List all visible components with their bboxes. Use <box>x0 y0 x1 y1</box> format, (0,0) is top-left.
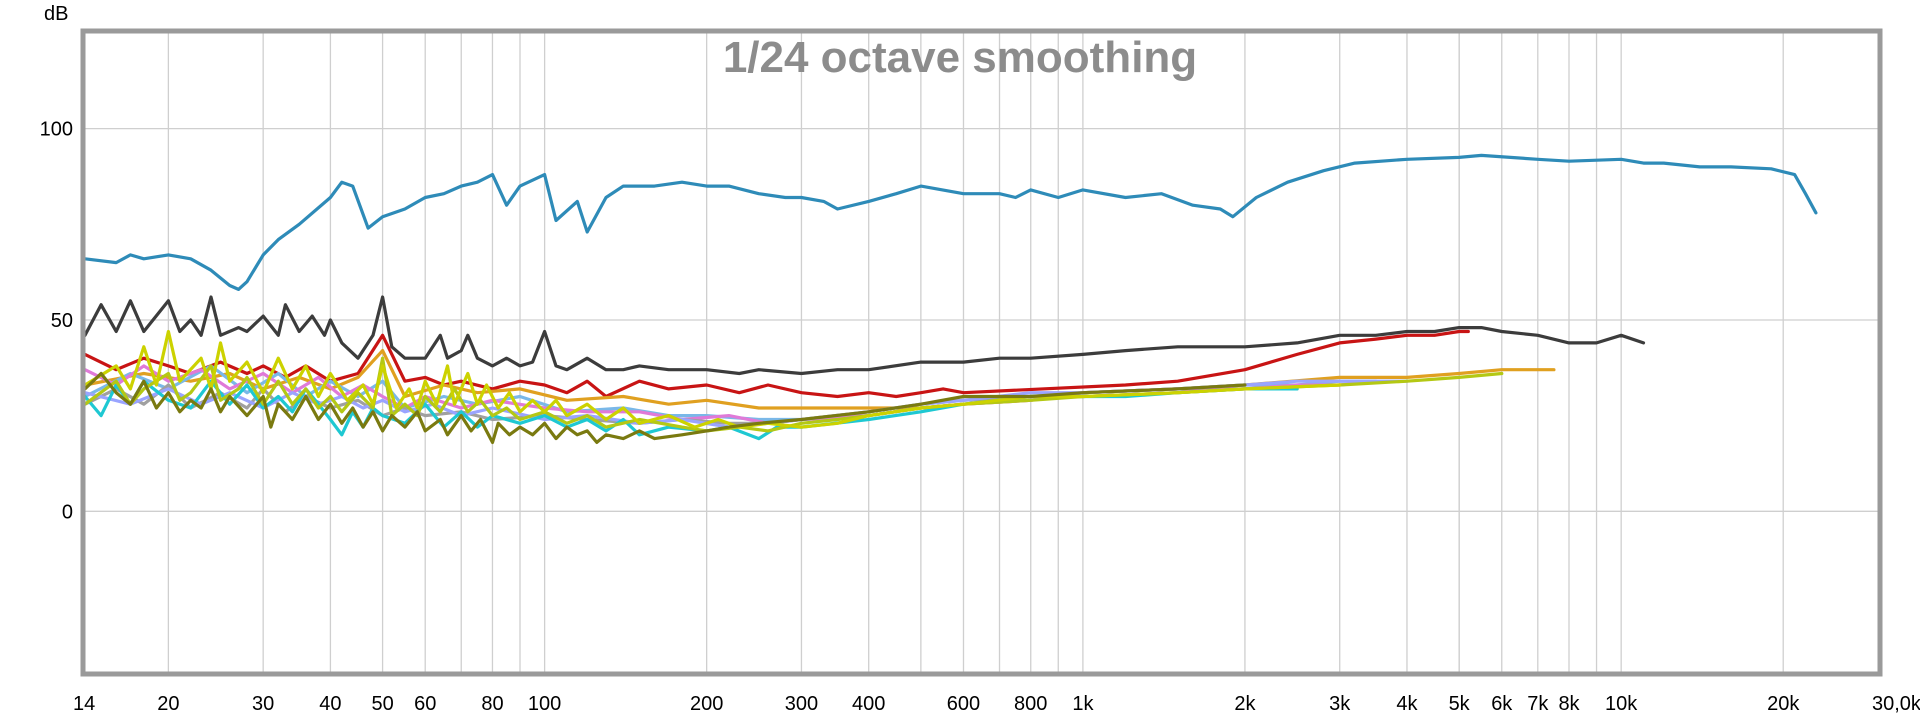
x-tick-label: 30,0k Hz <box>1872 693 1920 715</box>
y-axis-label: dB <box>44 3 68 25</box>
series-line <box>83 295 1646 376</box>
x-tick-label: 20k <box>1767 693 1800 715</box>
series-layer <box>83 153 1818 444</box>
x-tick-label: 80 <box>481 693 503 715</box>
x-tick-label: 3k <box>1329 693 1351 715</box>
y-tick-label: 0 <box>62 501 73 523</box>
series-line <box>83 329 1342 429</box>
x-tick-label: 5k <box>1449 693 1471 715</box>
series-line <box>83 371 1247 444</box>
x-tick-label: 40 <box>319 693 341 715</box>
y-tick-labels: 100 50 0 <box>40 119 73 524</box>
x-tick-labels: 14 20 30 40 50 60 80 100 200 300 400 600 800 1k 2k 3k 4k… <box>73 693 1920 715</box>
x-tick-label: 30 <box>252 693 274 715</box>
x-tick-label: 800 <box>1014 693 1047 715</box>
x-tick-label: 8k <box>1558 693 1580 715</box>
x-tick-label: 4k <box>1396 693 1418 715</box>
x-tick-label: 600 <box>947 693 980 715</box>
series-line <box>83 153 1818 291</box>
x-tick-label: 10k <box>1605 693 1638 715</box>
series-line <box>83 379 1299 441</box>
x-tick-label: 14 <box>73 693 95 715</box>
grid <box>85 33 1878 672</box>
x-tick-label: 6k <box>1491 693 1513 715</box>
x-tick-label: 7k <box>1527 693 1549 715</box>
plot-frame <box>80 28 1883 677</box>
x-tick-label: 400 <box>852 693 885 715</box>
x-tick-label: 60 <box>414 693 436 715</box>
y-tick-label: 100 <box>40 119 73 141</box>
x-tick-label: 200 <box>690 693 723 715</box>
chart-title: 1/24 octave smoothing <box>723 33 1197 82</box>
x-tick-label: 100 <box>528 693 561 715</box>
x-tick-label: 20 <box>157 693 179 715</box>
x-tick-label: 50 <box>371 693 393 715</box>
x-tick-label: 1k <box>1072 693 1094 715</box>
x-tick-label: 2k <box>1234 693 1256 715</box>
x-tick-label: 300 <box>785 693 818 715</box>
y-tick-label: 50 <box>51 310 73 332</box>
